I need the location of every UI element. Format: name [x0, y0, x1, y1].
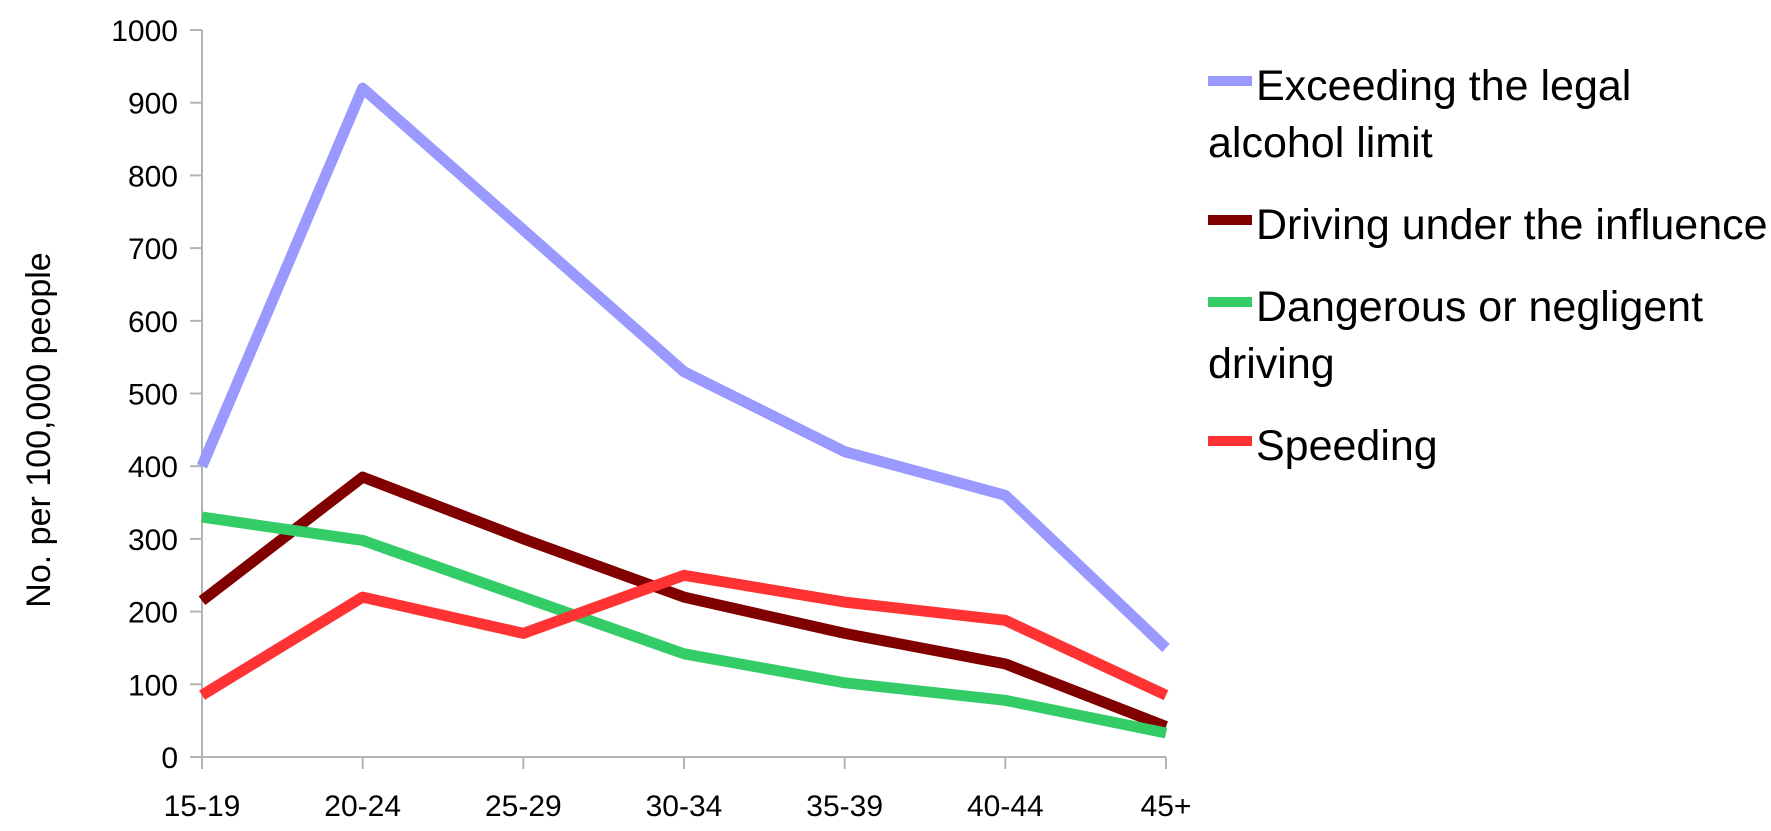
legend-swatch — [1208, 296, 1252, 307]
legend-item: Driving under the influence — [1208, 197, 1768, 254]
x-tick-label: 45+ — [1141, 790, 1192, 823]
legend-label: Exceeding the legal alcohol limit — [1208, 62, 1632, 167]
x-tick-label: 15-19 — [164, 790, 241, 823]
y-axis-title: No. per 100,000 people — [20, 252, 58, 607]
y-tick-label: 500 — [128, 379, 178, 412]
y-tick-label: 800 — [128, 160, 178, 193]
chart-legend: Exceeding the legal alcohol limit Driving… — [1208, 58, 1768, 500]
y-tick-label: 300 — [128, 524, 178, 557]
x-tick-label: 35-39 — [806, 790, 883, 823]
legend-swatch — [1208, 75, 1252, 86]
legend-swatch — [1208, 214, 1252, 225]
y-tick-label: 400 — [128, 451, 178, 484]
x-tick-label: 40-44 — [967, 790, 1044, 823]
y-tick-label: 0 — [161, 742, 178, 775]
y-tick-label: 600 — [128, 306, 178, 339]
x-tick-label: 30-34 — [646, 790, 723, 823]
x-tick-label: 25-29 — [485, 790, 562, 823]
y-tick-label: 900 — [128, 88, 178, 121]
legend-item: Dangerous or negligent driving — [1208, 279, 1768, 393]
chart-series — [196, 82, 1170, 739]
y-tick-label: 200 — [128, 597, 178, 630]
chart-axes — [190, 29, 1167, 769]
x-tick-label: 20-24 — [324, 790, 401, 823]
y-tick-label: 1000 — [111, 15, 178, 48]
legend-swatch — [1208, 435, 1252, 446]
series-line-1 — [196, 82, 1170, 652]
chart-tick-labels: 0 100 200 300 400 500 600 700 800 900 1000 15-19 20-… — [111, 15, 1191, 823]
legend-label: Dangerous or negligent driving — [1208, 283, 1704, 388]
series-line-3 — [201, 511, 1168, 739]
legend-item: Speeding — [1208, 418, 1768, 475]
series-line-4 — [199, 569, 1169, 701]
y-tick-label: 700 — [128, 233, 178, 266]
legend-item: Exceeding the legal alcohol limit — [1208, 58, 1768, 172]
legend-label: Driving under the influence — [1256, 201, 1768, 249]
series-line-2 — [198, 471, 1168, 732]
y-tick-label: 100 — [128, 669, 178, 702]
legend-label: Speeding — [1256, 422, 1438, 470]
